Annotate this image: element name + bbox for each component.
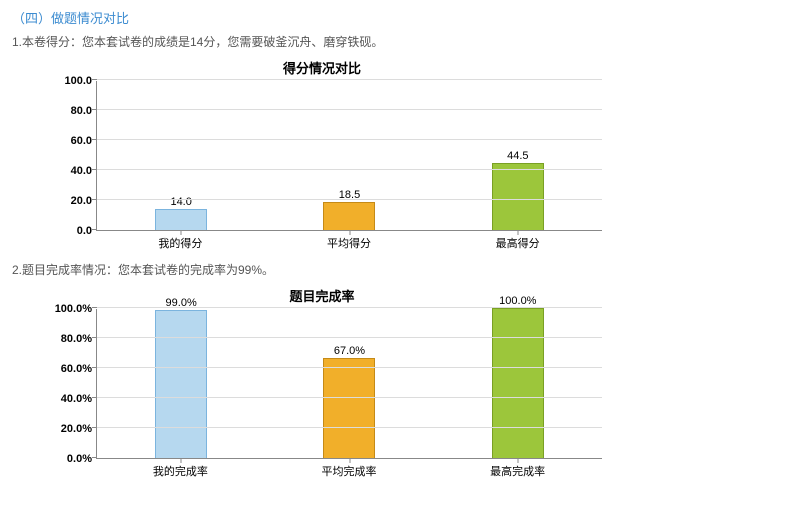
bars-container: 14.0 18.5 44.5: [97, 81, 602, 230]
gridline: [97, 427, 602, 428]
y-tick-mark: [92, 79, 97, 80]
gridline: [97, 397, 602, 398]
y-tick-mark: [92, 427, 97, 428]
x-tick-mark: [349, 458, 350, 463]
bar-slot: 14.0: [97, 81, 265, 230]
gridline: [97, 199, 602, 200]
x-tick-mark: [517, 458, 518, 463]
y-tick-mark: [92, 169, 97, 170]
completion-summary-text: 2.题目完成率情况：您本套试卷的完成率为99%。: [12, 261, 788, 278]
y-tick-label: 40.0: [71, 165, 92, 177]
gridline: [97, 337, 602, 338]
y-tick-label: 80.0%: [61, 333, 92, 345]
gridline: [97, 169, 602, 170]
bar: 14.0: [155, 209, 207, 230]
y-tick-label: 60.0: [71, 135, 92, 147]
y-tick-label: 0.0%: [67, 453, 92, 465]
bar: 18.5: [323, 202, 375, 230]
plot-area: 99.0% 67.0% 100.0%: [96, 309, 602, 459]
bar-slot: 99.0%: [97, 309, 265, 458]
section-title: （四）做题情况对比: [12, 8, 788, 27]
gridline: [97, 367, 602, 368]
bar-slot: 67.0%: [265, 309, 433, 458]
y-tick-mark: [92, 109, 97, 110]
x-tick-mark: [181, 230, 182, 235]
y-axis: 0.020.040.060.080.0100.0: [42, 81, 96, 231]
y-tick-mark: [92, 199, 97, 200]
bar-slot: 44.5: [434, 81, 602, 230]
bar: 67.0%: [323, 358, 375, 459]
x-tick-mark: [349, 230, 350, 235]
y-tick-label: 0.0: [77, 225, 92, 237]
y-tick-label: 20.0%: [61, 423, 92, 435]
y-tick-label: 100.0: [64, 75, 92, 87]
chart-title: 得分情况对比: [42, 58, 602, 77]
bar-value-label: 100.0%: [499, 295, 536, 307]
score-summary-text: 1.本卷得分：您本套试卷的成绩是14分，您需要破釜沉舟、磨穿铁砚。: [12, 33, 788, 50]
bar-value-label: 67.0%: [334, 345, 365, 357]
bar-slot: 18.5: [265, 81, 433, 230]
y-tick-mark: [92, 367, 97, 368]
y-tick-mark: [92, 229, 97, 230]
y-tick-mark: [92, 307, 97, 308]
y-tick-label: 60.0%: [61, 363, 92, 375]
bar-value-label: 14.0: [170, 196, 191, 208]
y-tick-label: 100.0%: [55, 303, 92, 315]
gridline: [97, 109, 602, 110]
bar-value-label: 44.5: [507, 150, 528, 162]
bars-container: 99.0% 67.0% 100.0%: [97, 309, 602, 458]
bar: 44.5: [492, 163, 544, 230]
gridline: [97, 307, 602, 308]
completion-chart: 题目完成率 0.0%20.0%40.0%60.0%80.0%100.0% 99.…: [42, 286, 602, 479]
x-tick-mark: [181, 458, 182, 463]
y-tick-label: 80.0: [71, 105, 92, 117]
y-axis: 0.0%20.0%40.0%60.0%80.0%100.0%: [42, 309, 96, 459]
bar: 100.0%: [492, 308, 544, 458]
y-tick-mark: [92, 139, 97, 140]
x-tick-mark: [517, 230, 518, 235]
bar: 99.0%: [155, 310, 207, 459]
y-tick-label: 40.0%: [61, 393, 92, 405]
bar-slot: 100.0%: [434, 309, 602, 458]
y-tick-mark: [92, 457, 97, 458]
y-tick-mark: [92, 397, 97, 398]
plot-area: 14.0 18.5 44.5: [96, 81, 602, 231]
y-tick-label: 20.0: [71, 195, 92, 207]
score-chart: 得分情况对比 0.0 20.0 40.0 60.0 80.0 100.0 14.0 18.5…: [42, 58, 602, 251]
gridline: [97, 79, 602, 80]
gridline: [97, 139, 602, 140]
y-tick-mark: [92, 337, 97, 338]
